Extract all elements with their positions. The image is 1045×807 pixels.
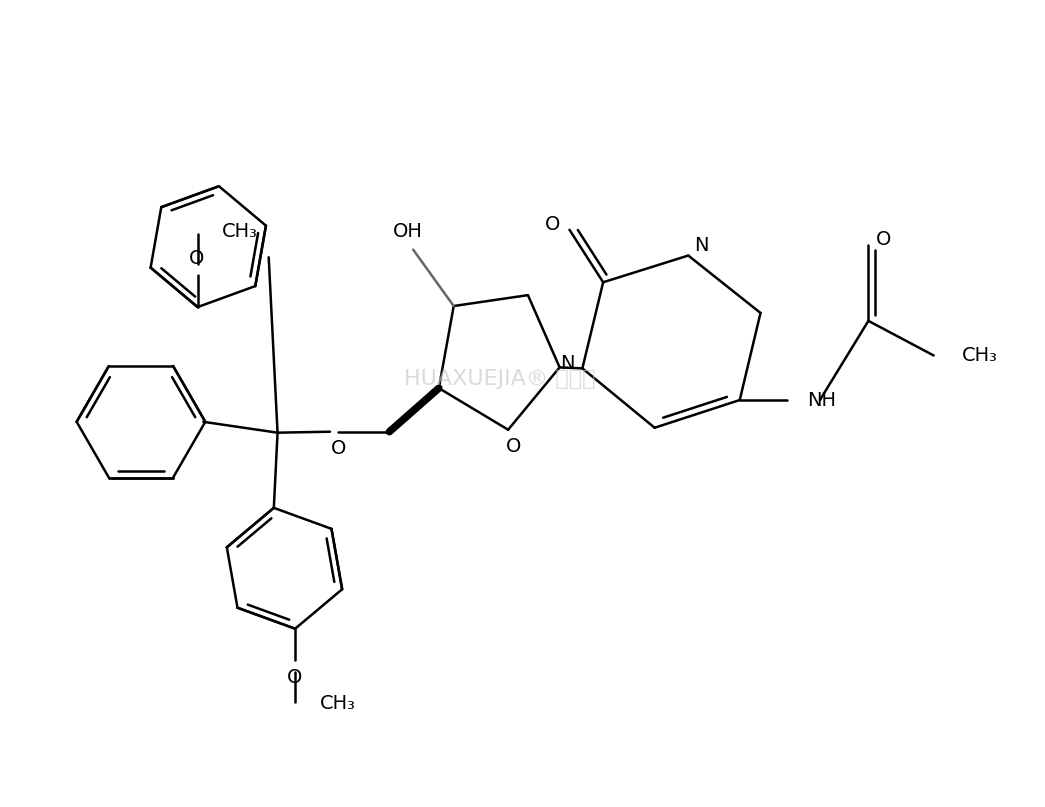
Text: CH₃: CH₃ bbox=[320, 694, 355, 713]
Text: N: N bbox=[694, 236, 709, 255]
Text: NH: NH bbox=[807, 391, 836, 409]
Text: O: O bbox=[286, 667, 302, 687]
Text: CH₃: CH₃ bbox=[961, 346, 997, 365]
Text: N: N bbox=[560, 354, 575, 373]
Text: OH: OH bbox=[393, 222, 423, 241]
Text: O: O bbox=[331, 439, 347, 458]
Text: HUAXUEJIA® 化学家: HUAXUEJIA® 化学家 bbox=[404, 370, 596, 389]
Text: CH₃: CH₃ bbox=[223, 223, 258, 241]
Text: O: O bbox=[876, 230, 891, 249]
Text: O: O bbox=[189, 249, 205, 268]
Text: O: O bbox=[506, 437, 520, 456]
Text: O: O bbox=[545, 215, 560, 234]
